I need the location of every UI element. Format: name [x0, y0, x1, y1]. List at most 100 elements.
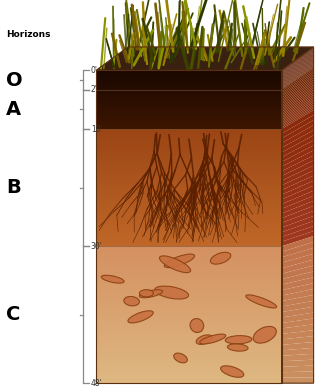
- Polygon shape: [282, 48, 314, 72]
- Polygon shape: [282, 67, 314, 90]
- Bar: [96, 346, 282, 349]
- Polygon shape: [282, 51, 314, 75]
- Bar: [96, 267, 282, 270]
- Bar: [96, 117, 282, 118]
- Bar: [96, 132, 282, 135]
- Bar: [96, 109, 282, 110]
- Bar: [96, 179, 282, 182]
- Polygon shape: [282, 324, 314, 334]
- Ellipse shape: [228, 344, 248, 351]
- Bar: [96, 113, 282, 114]
- Polygon shape: [282, 226, 314, 242]
- Polygon shape: [282, 95, 314, 117]
- Polygon shape: [282, 90, 314, 112]
- Polygon shape: [282, 102, 314, 123]
- Bar: [96, 373, 282, 376]
- Bar: [96, 85, 282, 86]
- Polygon shape: [282, 295, 314, 307]
- Ellipse shape: [174, 353, 187, 363]
- Bar: [96, 294, 282, 298]
- Polygon shape: [282, 85, 314, 107]
- Bar: [96, 352, 282, 356]
- Polygon shape: [282, 330, 314, 339]
- Bar: [96, 205, 282, 208]
- Text: A: A: [6, 100, 21, 119]
- Polygon shape: [282, 150, 314, 171]
- Ellipse shape: [139, 290, 163, 298]
- Polygon shape: [282, 65, 314, 88]
- Bar: [96, 115, 282, 116]
- Bar: [96, 190, 282, 194]
- Polygon shape: [282, 170, 314, 190]
- Bar: [96, 104, 282, 106]
- Bar: [96, 253, 282, 256]
- Ellipse shape: [200, 334, 226, 344]
- Bar: [96, 120, 282, 121]
- Bar: [96, 240, 282, 243]
- Bar: [96, 356, 282, 359]
- Polygon shape: [282, 97, 314, 118]
- Polygon shape: [282, 160, 314, 181]
- Bar: [96, 256, 282, 260]
- Bar: [96, 270, 282, 274]
- Bar: [96, 158, 282, 161]
- Bar: [96, 325, 282, 328]
- Polygon shape: [282, 155, 314, 176]
- Bar: [96, 185, 282, 188]
- Bar: [96, 123, 282, 124]
- Polygon shape: [282, 107, 314, 127]
- Bar: [96, 196, 282, 199]
- Bar: [96, 376, 282, 380]
- Polygon shape: [282, 93, 314, 115]
- Bar: [96, 77, 282, 78]
- Polygon shape: [282, 54, 314, 78]
- Bar: [96, 359, 282, 363]
- Polygon shape: [282, 354, 314, 361]
- Bar: [96, 82, 282, 83]
- Polygon shape: [282, 236, 314, 252]
- Ellipse shape: [220, 366, 244, 377]
- Polygon shape: [282, 59, 314, 82]
- Bar: [96, 250, 282, 253]
- Ellipse shape: [140, 290, 154, 297]
- Ellipse shape: [246, 295, 276, 308]
- Polygon shape: [282, 64, 314, 87]
- Bar: [96, 73, 282, 74]
- Bar: [96, 152, 282, 155]
- Polygon shape: [282, 54, 314, 77]
- Bar: [96, 122, 282, 123]
- Ellipse shape: [128, 311, 153, 323]
- Polygon shape: [282, 360, 314, 367]
- Bar: [96, 99, 282, 100]
- Bar: [96, 95, 282, 96]
- Polygon shape: [282, 348, 314, 356]
- Bar: [96, 155, 282, 158]
- Polygon shape: [282, 61, 314, 84]
- Text: C: C: [6, 305, 21, 324]
- Bar: [96, 318, 282, 321]
- Polygon shape: [282, 60, 314, 84]
- Polygon shape: [282, 48, 314, 73]
- Text: 2': 2': [91, 85, 98, 95]
- Polygon shape: [282, 76, 314, 99]
- Bar: [96, 149, 282, 152]
- Bar: [96, 143, 282, 147]
- Polygon shape: [282, 55, 314, 79]
- Polygon shape: [282, 73, 314, 96]
- Bar: [96, 226, 282, 229]
- Bar: [96, 264, 282, 267]
- Polygon shape: [282, 100, 314, 121]
- Ellipse shape: [164, 254, 195, 267]
- Polygon shape: [282, 81, 314, 104]
- Polygon shape: [282, 62, 314, 85]
- Polygon shape: [282, 52, 314, 76]
- Bar: [96, 141, 282, 143]
- Bar: [96, 124, 282, 125]
- Polygon shape: [282, 242, 314, 257]
- Polygon shape: [282, 277, 314, 290]
- Polygon shape: [282, 216, 314, 232]
- Bar: [96, 182, 282, 185]
- Bar: [96, 369, 282, 373]
- Bar: [96, 97, 282, 98]
- Polygon shape: [282, 115, 314, 138]
